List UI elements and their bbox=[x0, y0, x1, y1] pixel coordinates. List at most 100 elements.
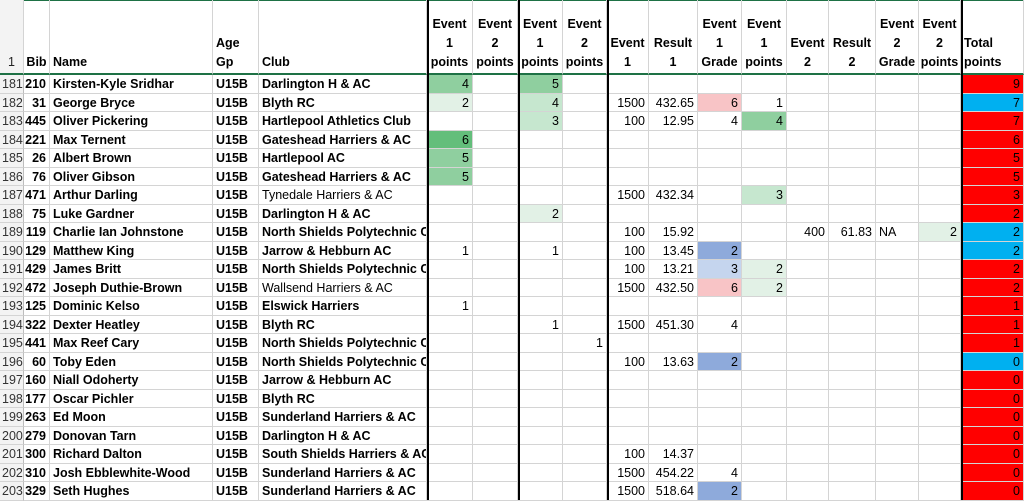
cell-event1-points-a[interactable] bbox=[427, 223, 473, 242]
cell-event1[interactable]: 100 bbox=[607, 223, 649, 242]
cell-name[interactable]: George Bryce bbox=[50, 93, 213, 112]
cell-club[interactable]: Blyth RC bbox=[259, 93, 427, 112]
header-e2p-b[interactable]: Event 2 points bbox=[563, 0, 607, 75]
cell-result1[interactable]: 12.95 bbox=[649, 112, 698, 131]
cell-club[interactable]: Gateshead Harriers & AC bbox=[259, 167, 427, 186]
cell-result1[interactable] bbox=[649, 426, 698, 445]
cell-event1-points-b[interactable] bbox=[518, 426, 563, 445]
cell-result1[interactable] bbox=[649, 371, 698, 390]
cell-event1-points-b[interactable]: 1 bbox=[518, 241, 563, 260]
cell-event1-grade[interactable] bbox=[698, 445, 742, 464]
cell-event1[interactable] bbox=[607, 167, 649, 186]
cell-event2-points-b[interactable] bbox=[563, 408, 607, 427]
cell-event1-points-b[interactable] bbox=[518, 389, 563, 408]
cell-result2[interactable] bbox=[829, 297, 876, 316]
cell-total-points[interactable]: 2 bbox=[961, 241, 1024, 260]
cell-event1[interactable] bbox=[607, 75, 649, 94]
cell-event2-points-b[interactable] bbox=[563, 186, 607, 205]
cell-event2-pts[interactable] bbox=[919, 278, 961, 297]
cell-event2-pts[interactable] bbox=[919, 167, 961, 186]
cell-event2-points-a[interactable] bbox=[473, 223, 518, 242]
cell-result1[interactable] bbox=[649, 297, 698, 316]
cell-name[interactable]: Oliver Pickering bbox=[50, 112, 213, 131]
cell-event2-points-a[interactable] bbox=[473, 371, 518, 390]
cell-event2-pts[interactable] bbox=[919, 297, 961, 316]
cell-event1[interactable]: 1500 bbox=[607, 463, 649, 482]
header-e2points[interactable]: Event 2 points bbox=[919, 0, 961, 75]
cell-event2-grade[interactable] bbox=[876, 241, 919, 260]
header-e1p[interactable]: Event 1 points bbox=[427, 0, 473, 75]
cell-result1[interactable] bbox=[649, 408, 698, 427]
cell-result1[interactable]: 454.22 bbox=[649, 463, 698, 482]
cell-event1-points-a[interactable] bbox=[427, 352, 473, 371]
row-number[interactable]: 187 bbox=[0, 186, 24, 205]
cell-age-group[interactable]: U15B bbox=[213, 204, 259, 223]
cell-event1-pts[interactable] bbox=[742, 223, 787, 242]
cell-age-group[interactable]: U15B bbox=[213, 297, 259, 316]
cell-club[interactable]: Darlington H & AC bbox=[259, 426, 427, 445]
cell-club[interactable]: Jarrow & Hebburn AC bbox=[259, 371, 427, 390]
cell-event2-points-a[interactable] bbox=[473, 204, 518, 223]
row-number[interactable]: 182 bbox=[0, 93, 24, 112]
cell-name[interactable]: Kirsten-Kyle Sridhar bbox=[50, 75, 213, 94]
cell-event2-grade[interactable] bbox=[876, 482, 919, 501]
cell-event1-points-b[interactable] bbox=[518, 186, 563, 205]
cell-event1-points-b[interactable] bbox=[518, 334, 563, 353]
cell-event2-points-a[interactable] bbox=[473, 278, 518, 297]
header-e2p[interactable]: Event 2 points bbox=[473, 0, 518, 75]
cell-event1-grade[interactable] bbox=[698, 389, 742, 408]
cell-event1-points-b[interactable] bbox=[518, 149, 563, 168]
cell-event2-points-a[interactable] bbox=[473, 260, 518, 279]
cell-club[interactable]: Gateshead Harriers & AC bbox=[259, 130, 427, 149]
header-club[interactable]: Club bbox=[259, 0, 427, 75]
cell-event2-points-b[interactable] bbox=[563, 130, 607, 149]
cell-result2[interactable] bbox=[829, 482, 876, 501]
cell-event2-points-a[interactable] bbox=[473, 352, 518, 371]
cell-event1[interactable]: 1500 bbox=[607, 482, 649, 501]
cell-event2[interactable] bbox=[787, 352, 829, 371]
cell-event1-pts[interactable] bbox=[742, 389, 787, 408]
cell-result2[interactable] bbox=[829, 445, 876, 464]
cell-event1[interactable] bbox=[607, 334, 649, 353]
cell-result1[interactable]: 13.21 bbox=[649, 260, 698, 279]
cell-total-points[interactable]: 0 bbox=[961, 463, 1024, 482]
cell-event2-grade[interactable] bbox=[876, 426, 919, 445]
row-number[interactable]: 202 bbox=[0, 463, 24, 482]
cell-event2-points-b[interactable] bbox=[563, 75, 607, 94]
cell-result2[interactable] bbox=[829, 186, 876, 205]
cell-total-points[interactable]: 0 bbox=[961, 371, 1024, 390]
cell-event2-grade[interactable] bbox=[876, 75, 919, 94]
cell-event1-grade[interactable]: 4 bbox=[698, 315, 742, 334]
cell-event2-points-b[interactable] bbox=[563, 352, 607, 371]
row-number[interactable]: 194 bbox=[0, 315, 24, 334]
cell-event2[interactable] bbox=[787, 315, 829, 334]
cell-event2-points-b[interactable]: 1 bbox=[563, 334, 607, 353]
cell-event1-points-b[interactable] bbox=[518, 223, 563, 242]
cell-event1-points-a[interactable] bbox=[427, 315, 473, 334]
cell-bib[interactable]: 429 bbox=[24, 260, 50, 279]
cell-event2[interactable] bbox=[787, 241, 829, 260]
cell-club[interactable]: Jarrow & Hebburn AC bbox=[259, 241, 427, 260]
cell-event2-points-b[interactable] bbox=[563, 260, 607, 279]
cell-total-points[interactable]: 1 bbox=[961, 334, 1024, 353]
cell-event2-pts[interactable] bbox=[919, 463, 961, 482]
cell-event2-grade[interactable] bbox=[876, 334, 919, 353]
cell-event2[interactable] bbox=[787, 463, 829, 482]
cell-event1[interactable]: 1500 bbox=[607, 315, 649, 334]
cell-event1-pts[interactable]: 2 bbox=[742, 260, 787, 279]
cell-event2-pts[interactable] bbox=[919, 112, 961, 131]
cell-event2-pts[interactable] bbox=[919, 93, 961, 112]
cell-result2[interactable] bbox=[829, 463, 876, 482]
cell-event2[interactable] bbox=[787, 112, 829, 131]
cell-event1-grade[interactable]: 6 bbox=[698, 278, 742, 297]
cell-total-points[interactable]: 1 bbox=[961, 297, 1024, 316]
row-number[interactable]: 203 bbox=[0, 482, 24, 501]
row-number[interactable]: 201 bbox=[0, 445, 24, 464]
cell-club[interactable]: North Shields Polytechnic Club bbox=[259, 223, 427, 242]
cell-age-group[interactable]: U15B bbox=[213, 241, 259, 260]
cell-name[interactable]: Max Ternent bbox=[50, 130, 213, 149]
cell-event1-points-a[interactable] bbox=[427, 463, 473, 482]
cell-event1-pts[interactable]: 2 bbox=[742, 278, 787, 297]
cell-event2-pts[interactable] bbox=[919, 352, 961, 371]
cell-result1[interactable]: 451.30 bbox=[649, 315, 698, 334]
